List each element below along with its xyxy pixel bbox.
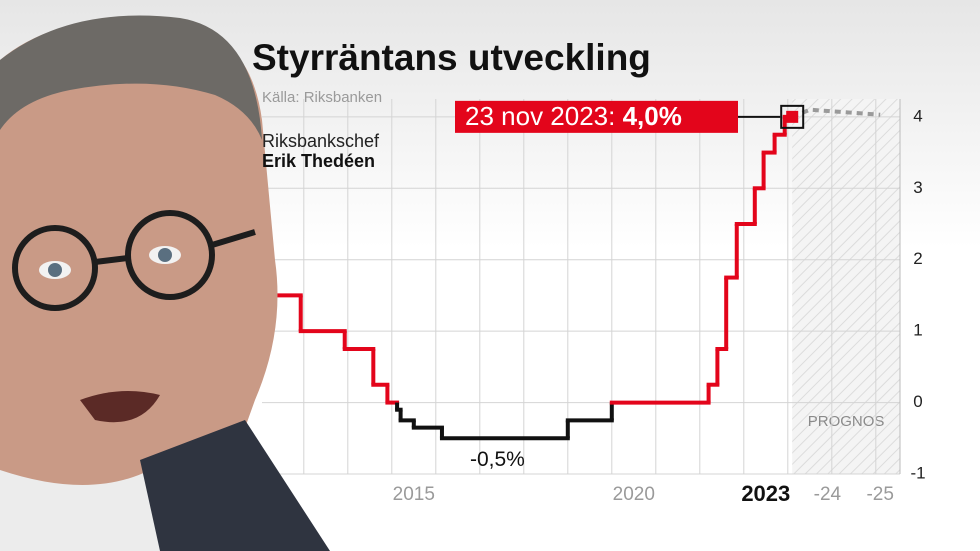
- annotation-value: 4,0%: [623, 101, 682, 131]
- annotation-date: 23 nov 2023:: [465, 101, 615, 131]
- x-tick-label: 2020: [613, 484, 655, 505]
- y-tick-label: 2: [913, 249, 922, 268]
- portrait: [0, 15, 330, 551]
- y-tick-label: -1: [910, 463, 925, 482]
- chart-title: Styrräntans utveckling: [252, 37, 651, 78]
- y-tick-label: 4: [913, 106, 922, 125]
- person-name: Erik Thedéen: [262, 151, 375, 171]
- y-tick-label: 0: [913, 392, 922, 411]
- current-point: [786, 110, 799, 123]
- forecast-area: [792, 99, 900, 474]
- x-tick-label: -24: [814, 484, 842, 505]
- annotation-box: [455, 100, 738, 133]
- forecast-line: [791, 107, 881, 119]
- forecast-label: PROGNOS: [808, 413, 885, 430]
- source: Källa: Riksbanken: [262, 89, 382, 106]
- plot-area: PROGNOS -1 0 1 2 3 4 2015 2020 2023 -24 -25 23 nov 2…: [260, 99, 926, 506]
- current-frame: [780, 104, 805, 129]
- annotation-text: 23 nov 2023: 4,0%: [465, 101, 682, 131]
- person-role: Riksbankschef: [262, 131, 380, 151]
- y-tick-label: 1: [913, 321, 922, 340]
- y-tick-label: 3: [913, 178, 922, 197]
- x-tick-label: 2015: [393, 484, 435, 505]
- x-tick-label: 2023: [741, 481, 790, 506]
- min-annotation: -0,5%: [470, 448, 525, 471]
- x-tick-label: -25: [866, 484, 893, 505]
